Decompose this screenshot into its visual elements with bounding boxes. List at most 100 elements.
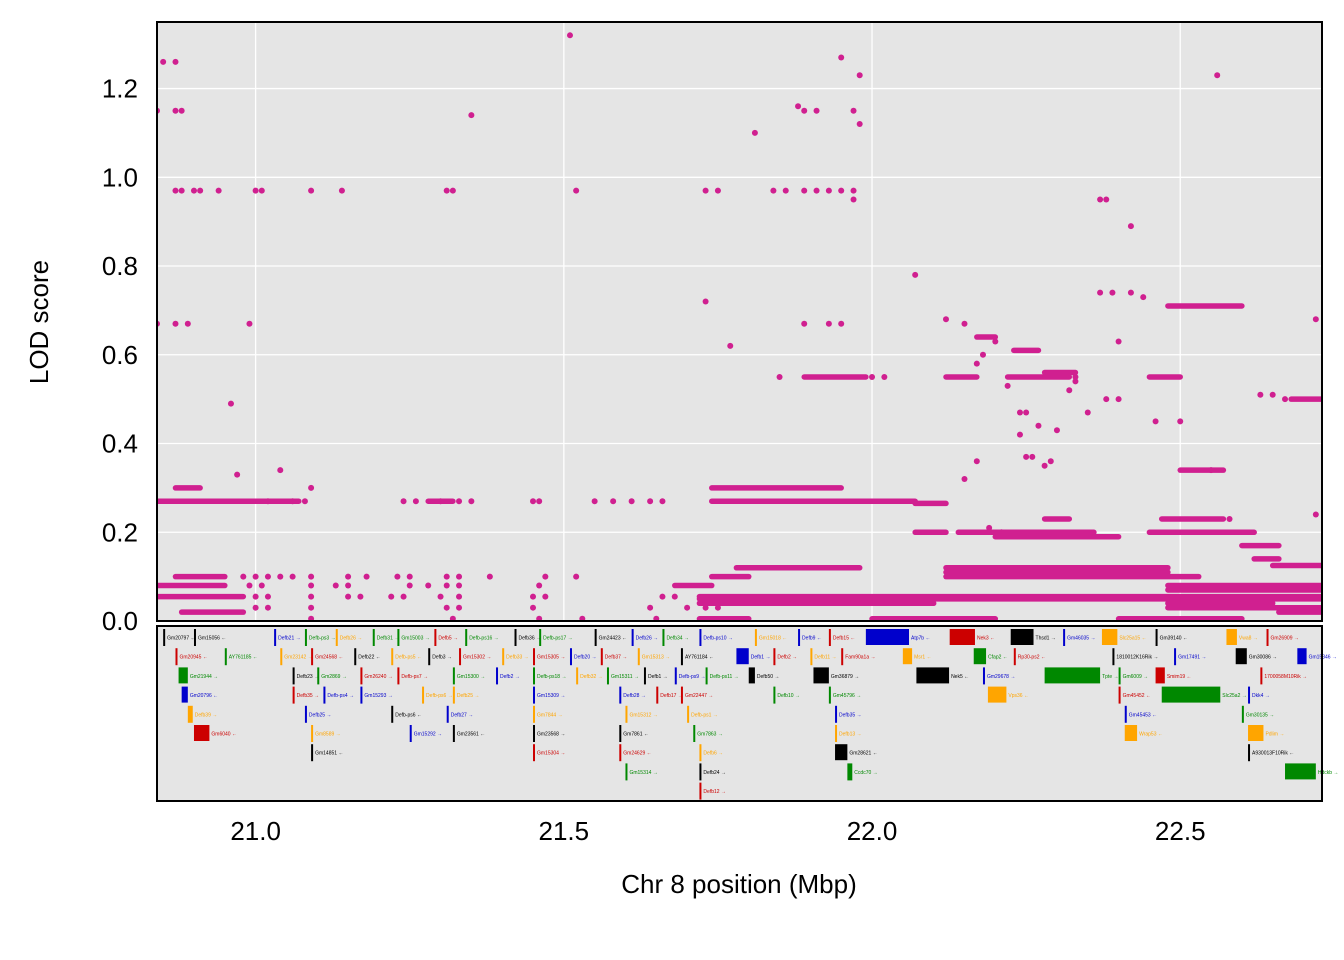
gene-label: Gm24629 ← [623, 751, 651, 757]
lod-point [1152, 418, 1159, 425]
gene-mark [625, 705, 628, 723]
lod-point [308, 593, 315, 600]
gene-mark [1044, 667, 1101, 684]
gene-label: Ccdc70 → [854, 770, 877, 776]
gene-mark [1010, 629, 1034, 645]
gene-mark [748, 667, 755, 684]
gene-mark [224, 648, 227, 666]
gene-mark [828, 686, 831, 704]
lod-point [536, 582, 543, 589]
lod-point [751, 129, 758, 136]
gene-mark [1248, 686, 1251, 704]
gene-label: Defb10 → [777, 693, 800, 699]
lod-point [530, 593, 537, 600]
lod-point [178, 187, 185, 194]
gene-mark [835, 744, 848, 761]
gene-mark [304, 705, 307, 723]
gene-panel-frame [156, 625, 1323, 802]
lod-point [443, 582, 450, 589]
gene-label: Defb2 → [777, 655, 797, 661]
gene-mark [810, 648, 813, 666]
gene-label: Gm7861 ← [623, 732, 649, 738]
lod-point [172, 187, 179, 194]
gene-label: Defb-ps7 → [401, 674, 428, 680]
gene-label: Defb13 → [839, 732, 862, 738]
gene-label: Defb5 → [438, 636, 458, 642]
gene-mark [1161, 686, 1221, 703]
gene-mark [496, 667, 499, 685]
lod-point [579, 615, 586, 621]
lod-point [850, 187, 857, 194]
lod-point [1214, 72, 1221, 79]
gene-label: Defb20 → [574, 655, 597, 661]
gene-mark [600, 648, 603, 666]
gene-mark [606, 667, 609, 685]
gene-label: Gm23561 ← [457, 732, 485, 738]
gene-label: Defb27 → [451, 712, 474, 718]
gene-label: Smim19 ← [1167, 674, 1192, 680]
lod-point [838, 320, 845, 327]
gene-mark [335, 629, 338, 646]
gene-mark [1013, 648, 1016, 666]
gene-label: Wrap53 ← [1139, 732, 1163, 738]
lod-point [1140, 294, 1147, 301]
lod-point [1035, 422, 1042, 429]
gene-label: Gm21944 → [190, 674, 218, 680]
gene-label: Gm15056 ← [198, 636, 226, 642]
lod-point [869, 373, 876, 380]
lod-point [172, 107, 179, 114]
lod-point [1097, 289, 1104, 296]
gene-label: Defb34 → [666, 636, 689, 642]
gene-label: Gm36879 → [831, 674, 859, 680]
gene-label: Defb-ps6 ← [395, 712, 422, 718]
lod-point [1041, 462, 1048, 469]
lod-point [1047, 458, 1054, 465]
gene-label: Defb-ps17 → [543, 636, 572, 642]
lod-point [801, 187, 808, 194]
lod-point [1282, 396, 1289, 403]
lod-point [190, 187, 197, 194]
gene-label: Gm2869 → [321, 674, 347, 680]
lod-point [172, 58, 179, 65]
lod-point [308, 582, 315, 589]
x-tick-label: 21.5 [539, 816, 590, 846]
gene-mark [798, 629, 801, 646]
gene-mark [1155, 629, 1158, 646]
gene-mark [1118, 667, 1121, 685]
lod-point [252, 604, 259, 611]
gene-label: Gm15018 ← [759, 636, 787, 642]
lod-point [986, 524, 993, 531]
lod-point [406, 573, 413, 580]
gene-mark [1155, 667, 1165, 684]
lod-point [1023, 453, 1030, 460]
gene-mark [705, 667, 708, 685]
lod-point [425, 582, 432, 589]
gene-mark [397, 667, 400, 685]
gene-mark [459, 648, 462, 666]
gene-label: Slc25a15 ← [1119, 636, 1146, 642]
gene-panel: Gm20797 ← Gm15056 ← Defb21 → Defb-ps3 → Defb… [157, 626, 1338, 801]
gene-label: Dkk4 → [1252, 693, 1270, 699]
lod-point [363, 573, 370, 580]
gene-mark [835, 725, 838, 742]
gene-label: Gm45796 → [833, 693, 861, 699]
lod-point [782, 187, 789, 194]
lod-point [1084, 409, 1091, 416]
lod-point [1053, 427, 1060, 434]
gene-mark [354, 648, 357, 666]
gene-mark [1063, 629, 1066, 646]
lod-points [157, 32, 1322, 621]
gene-mark [656, 686, 659, 704]
gene-label: Defb32 → [580, 674, 603, 680]
gene-label: Gm15003 → [401, 636, 429, 642]
lod-point [973, 458, 980, 465]
gene-mark [274, 629, 277, 646]
gene-label: Defb28 → [623, 693, 646, 699]
lod-point [702, 298, 709, 305]
gene-mark [828, 629, 831, 646]
lod-point [942, 316, 949, 323]
gene-label: Defb-ps5 ← [395, 655, 422, 661]
lod-point [308, 187, 315, 194]
lod-point [973, 360, 980, 367]
